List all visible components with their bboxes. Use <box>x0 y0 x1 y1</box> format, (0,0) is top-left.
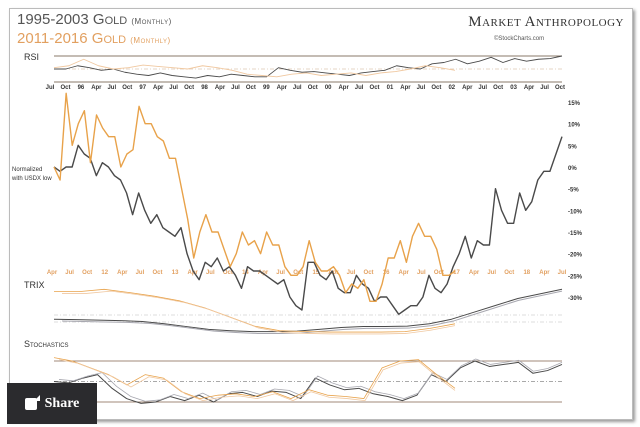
title-2011-2016: 2011-2016 Gold (Monthly) <box>17 30 171 47</box>
title-1995-2003: 1995-2003 Gold (Monthly) <box>17 11 172 28</box>
bottom-x-tick-label: Apr <box>399 270 410 276</box>
top-x-tick-label: Oct <box>555 85 565 91</box>
series-line-1995-2003 <box>53 136 563 316</box>
y-tick-label: 15% <box>568 101 581 107</box>
bottom-x-tick-label: Jul <box>136 270 145 276</box>
top-x-tick-label: Jul <box>231 85 240 91</box>
y-tick-label: -15% <box>568 231 583 237</box>
y-tick-label: -10% <box>568 209 583 215</box>
top-x-tick-label: Apr <box>462 85 473 91</box>
bottom-x-tick-label: Oct <box>153 270 163 276</box>
stochastics-line-gray <box>53 360 563 404</box>
normalized-note: Normalized with USDX low <box>12 167 52 182</box>
bottom-x-tick-label: Apr <box>539 270 550 276</box>
bottom-x-tick-label: 18 <box>523 270 530 276</box>
rsi-line-gray <box>54 55 563 79</box>
top-x-tick-label: 02 <box>448 85 455 91</box>
stochastics-signal-orange <box>58 359 456 402</box>
top-x-tick-label: Apr <box>400 85 411 91</box>
bottom-x-tick-label: Oct <box>504 270 514 276</box>
top-x-tick-label: Jul <box>478 85 487 91</box>
top-x-tick-label: 03 <box>510 85 517 91</box>
rsi-line-orange <box>53 58 456 78</box>
bottom-x-tick-label: 15 <box>312 270 319 276</box>
series-line-2011-2016 <box>53 92 456 303</box>
stochastics-line-orange <box>53 357 456 399</box>
top-x-tick-label: Jul <box>46 85 55 91</box>
top-x-tick-label: 01 <box>387 85 394 91</box>
stochastics-label: Stochastics <box>24 339 69 349</box>
top-x-tick-label: Jul <box>169 85 178 91</box>
bottom-x-tick-label: Jul <box>558 270 567 276</box>
top-x-tick-label: 96 <box>78 85 85 91</box>
top-x-tick-label: Oct <box>184 85 194 91</box>
bottom-x-tick-label: Oct <box>82 270 92 276</box>
bottom-x-tick-label: Jul <box>347 270 356 276</box>
y-tick-label: -25% <box>568 274 583 280</box>
y-tick-label: -20% <box>568 253 583 259</box>
top-x-tick-label: 98 <box>201 85 208 91</box>
top-x-tick-label: Apr <box>338 85 349 91</box>
top-x-tick-label: Jul <box>417 85 426 91</box>
trix-signal-gray <box>61 290 563 334</box>
top-x-tick-label: Oct <box>60 85 70 91</box>
top-x-tick-label: Jul <box>107 85 116 91</box>
top-x-tick-label: Oct <box>246 85 256 91</box>
bottom-x-tick-label: Apr <box>47 270 58 276</box>
rsi-label: RSI <box>24 52 40 62</box>
top-x-tick-label: Oct <box>493 85 503 91</box>
bottom-x-tick-label: Jul <box>276 270 285 276</box>
share-icon <box>24 394 40 410</box>
top-x-tick-label: Apr <box>524 85 535 91</box>
top-x-tick-label: 99 <box>263 85 270 91</box>
trix-line-gray <box>53 288 563 333</box>
top-x-tick-label: Apr <box>153 85 164 91</box>
trix-signal-orange <box>62 290 456 335</box>
brand-logo: Market Anthropology <box>468 14 624 30</box>
bottom-x-tick-label: 16 <box>383 270 390 276</box>
bottom-x-tick-label: Jul <box>417 270 426 276</box>
trix-label: TRIX <box>24 280 45 290</box>
top-x-tick-label: Oct <box>308 85 318 91</box>
chart-frame <box>9 8 633 420</box>
bottom-x-tick-label: Jul <box>206 270 215 276</box>
trix-line-orange <box>54 288 456 333</box>
bottom-x-tick-label: Oct <box>434 270 444 276</box>
top-x-tick-label: 00 <box>325 85 332 91</box>
credit: ©StockCharts.com <box>494 36 545 42</box>
bottom-x-tick-label: Jul <box>487 270 496 276</box>
bottom-x-tick-label: Apr <box>188 270 199 276</box>
top-x-tick-label: Jul <box>293 85 302 91</box>
bottom-x-tick-label: Apr <box>328 270 339 276</box>
top-x-tick-label: Jul <box>355 85 364 91</box>
top-x-tick-label: Oct <box>122 85 132 91</box>
bottom-x-tick-label: 17 <box>453 270 460 276</box>
top-x-tick-label: Oct <box>431 85 441 91</box>
share-button[interactable]: Share <box>7 383 97 424</box>
y-tick-label: 10% <box>568 123 581 129</box>
top-x-tick-label: Apr <box>91 85 102 91</box>
y-tick-label: 5% <box>568 144 577 150</box>
top-x-tick-label: Oct <box>370 85 380 91</box>
bottom-x-tick-label: Oct <box>364 270 374 276</box>
y-tick-label: 0% <box>568 166 577 172</box>
y-tick-label: -5% <box>568 188 579 194</box>
top-x-tick-label: 97 <box>139 85 146 91</box>
bottom-x-tick-label: Apr <box>117 270 128 276</box>
top-x-tick-label: Apr <box>277 85 288 91</box>
bottom-x-tick-label: Jul <box>65 270 74 276</box>
bottom-x-tick-label: Apr <box>469 270 480 276</box>
bottom-x-tick-label: 12 <box>101 270 108 276</box>
stochastics-signal-gray <box>58 358 563 402</box>
y-tick-label: -30% <box>568 296 583 302</box>
bottom-x-tick-label: Oct <box>223 270 233 276</box>
top-x-tick-label: Jul <box>540 85 549 91</box>
top-x-tick-label: Apr <box>215 85 226 91</box>
bottom-x-tick-label: 13 <box>172 270 179 276</box>
